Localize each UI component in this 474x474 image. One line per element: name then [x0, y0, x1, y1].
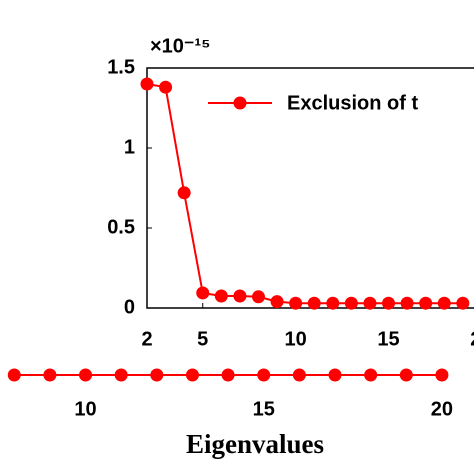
data-point	[7, 368, 21, 382]
data-point	[196, 286, 210, 300]
data-point	[419, 296, 433, 310]
x-tick-label: 10	[285, 328, 307, 350]
x-tick-label: 10	[74, 398, 96, 420]
y-tick-label: 1.5	[107, 56, 135, 78]
data-point	[221, 368, 235, 382]
data-point	[251, 290, 265, 304]
data-point	[437, 296, 451, 310]
plot-frame	[146, 67, 474, 309]
data-point	[214, 289, 228, 303]
y-tick-label: 0.5	[107, 216, 135, 238]
data-point	[382, 296, 396, 310]
data-point	[79, 368, 93, 382]
data-point	[114, 368, 128, 382]
x-tick-label: 2	[141, 328, 152, 350]
data-point	[233, 289, 247, 303]
data-point	[292, 368, 306, 382]
data-point	[364, 368, 378, 382]
x-tick-label: 15	[377, 328, 399, 350]
data-point	[328, 368, 342, 382]
x-tick-label: 5	[197, 328, 208, 350]
data-point	[150, 368, 164, 382]
data-point	[159, 80, 173, 94]
x-tick-label: 20	[470, 328, 474, 350]
inset-chart: 2 5 10 15 20 0 0.5 1 1.5 Exclusion of t	[107, 56, 474, 350]
data-point	[185, 368, 199, 382]
data-point	[344, 296, 358, 310]
x-tick-label: 20	[431, 398, 453, 420]
data-point	[363, 296, 377, 310]
data-point	[456, 296, 470, 310]
data-point	[399, 368, 413, 382]
x-tick-label: 15	[253, 398, 275, 420]
data-point	[177, 186, 191, 200]
data-point	[326, 296, 340, 310]
y-tick-label: 0	[124, 296, 135, 318]
legend-label: Exclusion of t	[287, 92, 418, 114]
data-point	[140, 77, 154, 91]
y-tick-label: 1	[124, 136, 135, 158]
data-point	[43, 368, 57, 382]
data-point	[270, 295, 284, 309]
data-point	[435, 368, 449, 382]
data-point	[257, 368, 271, 382]
data-point	[289, 296, 303, 310]
y-multiplier: ×10⁻¹⁵	[150, 35, 211, 57]
x-axis-label: Eigenvalues	[186, 429, 324, 459]
data-point	[400, 296, 414, 310]
main-chart: 10 15 20	[7, 368, 453, 420]
legend-marker	[233, 96, 247, 110]
data-point	[307, 296, 321, 310]
